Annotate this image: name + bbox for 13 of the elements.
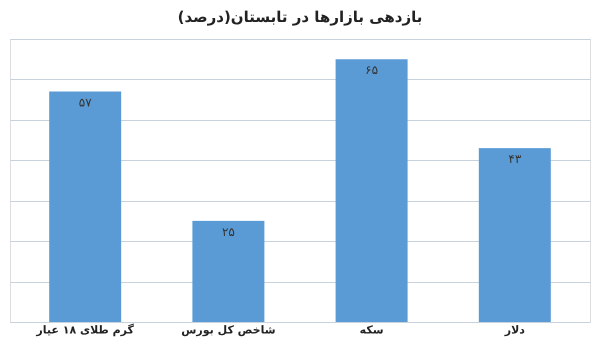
data-label: ۲۵	[222, 224, 235, 239]
x-tick-label: گرم طلای ۱۸ عیار	[35, 324, 135, 336]
data-label: ۵۷	[78, 96, 92, 110]
chart-title: بازدهی بازارها در تابستان(درصد)	[178, 8, 422, 26]
x-tick-label: سکه	[360, 324, 384, 336]
bar	[49, 92, 122, 322]
bar	[192, 220, 264, 322]
data-label: ۴۳	[508, 152, 522, 166]
bar	[336, 59, 408, 322]
x-tick-label: دلار	[504, 324, 526, 336]
x-tick-label: شاخص کل بورس	[181, 324, 276, 336]
data-label: ۶۵	[365, 63, 378, 78]
bar	[478, 148, 551, 322]
